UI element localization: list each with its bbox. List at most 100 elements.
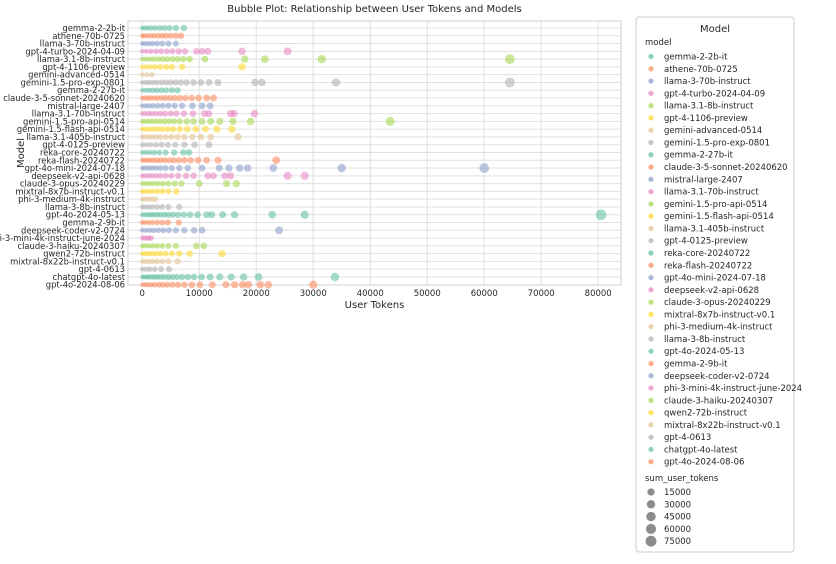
bubble-point [197,79,205,86]
bubble-point [168,172,175,179]
legend-marker [648,238,654,244]
bubble-point [230,281,239,289]
bubble-point [150,180,156,187]
bubble-point [157,110,164,117]
bubble-point [157,118,163,125]
legend-marker [648,176,654,182]
legend-size-marker [645,535,657,547]
bubble-point [152,25,159,31]
bubble-point [198,273,205,281]
y-tick-label: llama-3-8b-instruct [45,202,126,212]
bubble-point [149,173,155,179]
bubble-point [204,47,212,55]
legend-label: claude-3-5-sonnet-20240620 [664,163,788,173]
bubble-point [153,173,159,179]
bubble-point [219,211,227,219]
bubble-point [177,32,185,39]
bubble-point [189,110,197,117]
bubble-point [164,141,171,148]
bubble-point [197,133,205,141]
bubble-point [163,63,170,70]
legend-label: gemini-advanced-0514 [664,126,762,136]
bubble-point [143,56,149,62]
series-gpt-4o-2024-05-13 [139,209,607,221]
y-tick-label: gpt-4-0125-preview [42,140,125,150]
bubble-point [226,172,235,180]
bubble-point [181,48,189,55]
bubble-point [174,133,181,141]
bubble-point [203,94,211,102]
y-tick-labels: gemma-2-2b-itathene-70b-0725llama-3-70b-… [0,23,126,290]
bubble-point [216,117,224,125]
legend-label: athene-70b-0725 [664,65,738,75]
series-gpt-4-0613 [139,266,173,273]
bubble-point [165,188,172,195]
bubble-point [268,210,277,219]
bubble-point [159,126,166,133]
bubble-point [385,116,395,126]
series-llama-3-70b-instruct [139,40,179,47]
bubble-point [256,280,265,289]
bubble-point [161,25,168,31]
bubble-point [208,281,216,289]
bubble-point [175,219,182,226]
legend-label: phi-3-medium-4k-instruct [664,323,773,333]
bubble-point [152,64,159,70]
legend-marker [648,336,654,342]
bubble-point [161,157,168,164]
bubble-point [504,77,515,88]
bubble-point [143,48,149,54]
bubble-point [167,32,174,39]
bubble-point [180,110,188,117]
bubble-point [145,243,152,249]
bubble-point [174,258,181,265]
bubble-point [157,172,164,179]
bubble-point [149,165,155,171]
bubble-point [150,227,157,234]
bubble-point [239,273,248,281]
legend-size-title: sum_user_tokens [645,474,719,484]
bubble-point [331,78,341,87]
bubble-point [163,48,170,55]
legend-marker [648,360,654,367]
bubble-point [169,281,176,288]
bubble-point [150,126,156,132]
bubble-point [182,94,189,102]
bubble-point [168,250,175,257]
bubble-point [251,78,259,87]
bubble-point [213,125,221,133]
bubble-point [162,149,169,156]
bubble-point [172,32,179,39]
bubble-point [169,211,177,218]
legend-marker [648,324,654,330]
bubble-point [164,281,171,288]
legend-marker [648,299,654,305]
y-tick-label: athene-70b-0725 [52,31,125,41]
bubble-point [205,110,213,118]
bubble-point [150,87,156,93]
bubble-point [191,141,198,149]
bubble-point [159,219,166,226]
series-qwen2-72b-instruct [139,250,226,258]
bubble-point [172,141,179,148]
legend-label: gpt-4o-2024-08-06 [664,458,744,468]
bubble-point [159,242,166,249]
bubble-point [149,71,155,78]
y-tick-label: gemma-2-27b-it [57,85,126,95]
legend-label: gpt-4o-mini-2024-07-18 [664,274,766,284]
bubble-point [178,63,186,71]
bubble-point [145,219,152,226]
bubble-point [243,164,252,172]
bubble-point [149,250,155,257]
bubble-point [149,258,156,265]
bubble-point [166,266,173,273]
series-gpt-4-1106-preview [139,63,246,71]
bubble-point [162,172,169,179]
bubble-point [171,94,178,102]
legend-label: gemini-1.5-pro-exp-0801 [664,138,770,148]
bubble-point [165,102,172,109]
legend-label: gpt-4-turbo-2024-04-09 [664,89,765,99]
bubble-point [154,258,160,265]
